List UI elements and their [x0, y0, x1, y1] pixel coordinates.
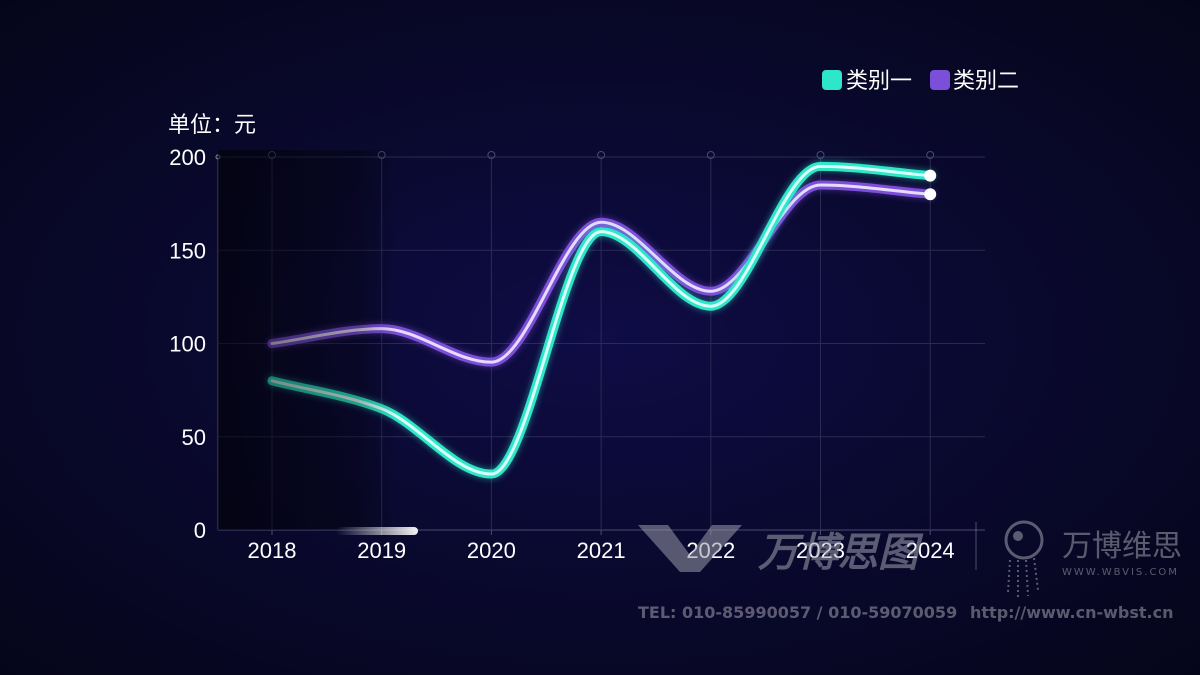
left-fade-overlay: [218, 150, 618, 530]
x-tick-label: 2018: [248, 538, 297, 563]
y-tick-label: 200: [169, 145, 206, 170]
grid-top-marker: [706, 151, 715, 159]
watermark: 万博思图 万博维思 WWW.WBVIS.COM TEL: 010-8599005…: [638, 520, 1182, 622]
series-2-point[interactable]: [818, 182, 824, 188]
legend: 类别一 类别二: [822, 69, 1019, 94]
x-tick-label: 2023: [796, 538, 845, 563]
watermark-logo-text: 万博思图: [758, 530, 924, 576]
x-tick-label: 2021: [577, 538, 626, 563]
watermark-tel: TEL: 010-85990057 / 010-59070059: [638, 603, 957, 622]
watermark-logo-icon: [638, 525, 742, 572]
legend-item-series-2[interactable]: 类别二: [930, 69, 1019, 94]
watermark-website: http://www.cn-wbst.cn: [970, 603, 1174, 622]
series-1-point[interactable]: [818, 163, 824, 169]
legend-swatch-series-2: [930, 70, 950, 90]
x-axis: 2018201920202021202220232024: [248, 530, 955, 563]
x-tick-label: 2019: [357, 538, 406, 563]
watermark-brand-icon: [1004, 520, 1044, 598]
y-tick-label: 0: [194, 518, 206, 543]
y-axis: 0 50 100 150 200: [169, 145, 221, 543]
x-tick-label: 2024: [906, 538, 955, 563]
y-tick-label: 100: [169, 332, 206, 357]
y-tick-label: 150: [169, 238, 206, 263]
grid-top-marker: [926, 151, 935, 159]
series-2-end-dot: [924, 188, 937, 201]
series-1-point[interactable]: [708, 303, 714, 309]
data-zoom-slider[interactable]: [336, 527, 418, 535]
x-tick-label: 2020: [467, 538, 516, 563]
y-tick-label: 50: [182, 425, 206, 450]
watermark-brand-url: WWW.WBVIS.COM: [1062, 567, 1179, 578]
y-axis-unit-label: 单位：元: [168, 113, 256, 138]
legend-label-series-1: 类别一: [846, 69, 912, 94]
series-1-end-dot: [924, 169, 937, 182]
legend-item-series-1[interactable]: 类别一: [822, 69, 912, 94]
series-2-point[interactable]: [708, 288, 714, 294]
series-endpoints: [902, 169, 937, 201]
legend-swatch-series-1: [822, 70, 842, 90]
grid-top-marker: [816, 151, 825, 159]
legend-label-series-2: 类别二: [953, 69, 1019, 94]
watermark-brand-text: 万博维思: [1062, 529, 1182, 564]
